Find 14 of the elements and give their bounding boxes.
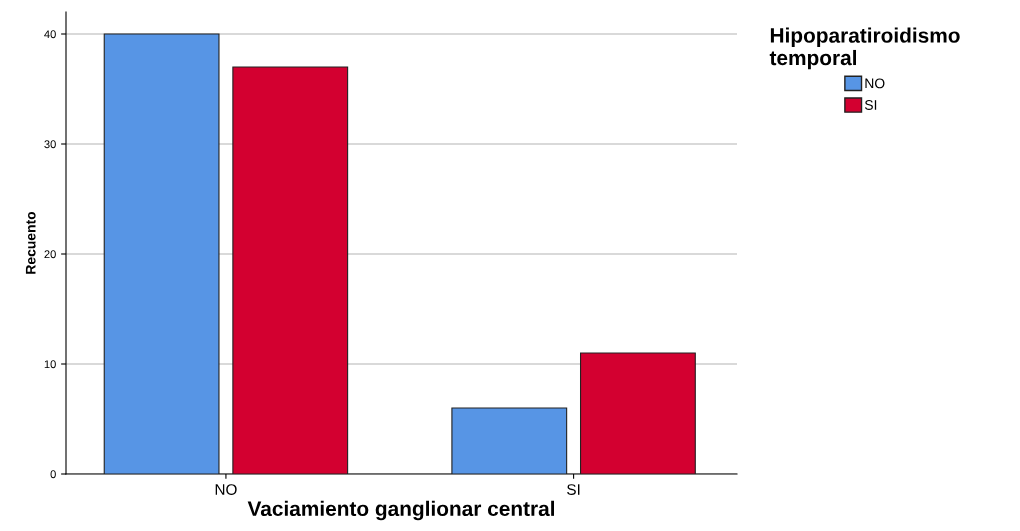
x-axis-title: Vaciamiento ganglionar central xyxy=(247,500,555,521)
y-tick-label: 0 xyxy=(50,470,56,479)
legend-label: NO xyxy=(865,78,885,89)
legend-label: SI xyxy=(864,100,877,110)
bar xyxy=(232,66,349,474)
y-tick-label: 30 xyxy=(44,140,56,149)
bar xyxy=(579,352,696,474)
bar xyxy=(451,407,568,474)
legend-title: Hipoparatiroidismo temporal xyxy=(769,27,960,70)
y-tick-label: 20 xyxy=(44,250,56,259)
y-tick-label: 40 xyxy=(44,30,56,39)
y-tick-label: 10 xyxy=(44,360,56,369)
y-axis-title: Recuento xyxy=(25,211,36,274)
bar xyxy=(103,33,220,474)
